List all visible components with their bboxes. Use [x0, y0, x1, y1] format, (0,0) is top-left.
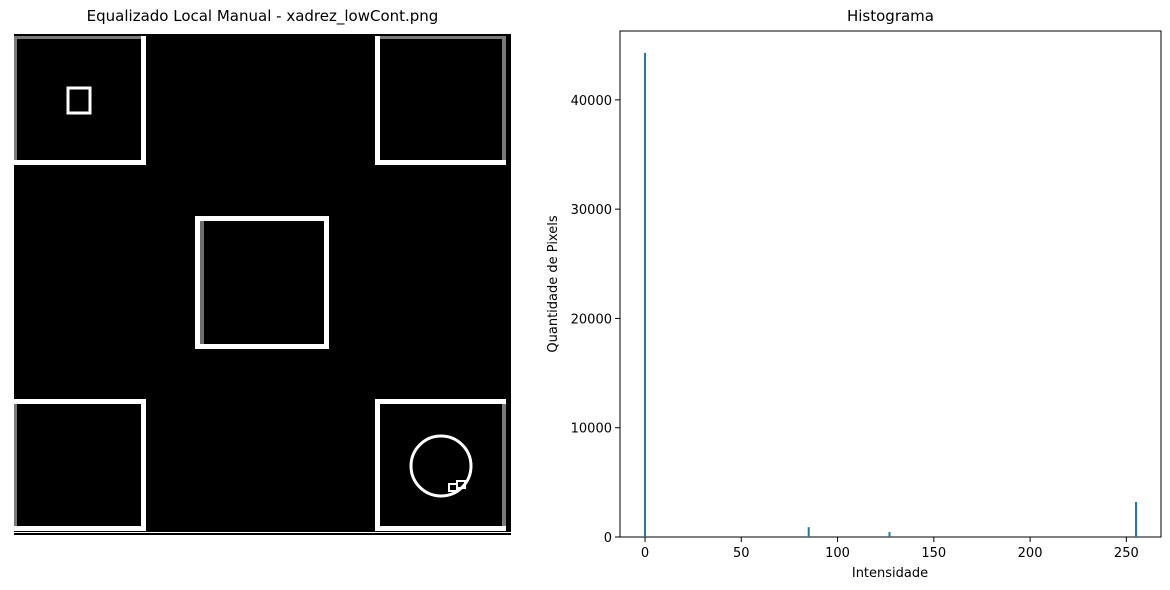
histogram-bar-3 [1135, 502, 1137, 537]
image-small-square-mark [66, 86, 92, 115]
image-circle-mark [409, 434, 473, 498]
y-tick-label-0: 0 [604, 531, 612, 546]
image-panel-title: Equalizado Local Manual - xadrez_lowCont… [86, 7, 439, 25]
histogram-bar-1 [807, 527, 810, 537]
image-square-center [195, 216, 329, 349]
histogram-x-axis-label: Intensidade [852, 566, 928, 581]
histogram-axes-frame [619, 30, 1162, 538]
histogram-title: Histograma [846, 7, 934, 25]
histogram-bar-2 [888, 532, 891, 537]
x-tick-label-0: 0 [641, 546, 649, 561]
equalized-image [14, 34, 511, 535]
image-square-top-left [14, 36, 146, 165]
x-tick-label-100: 100 [825, 546, 850, 561]
y-tick-label-10000: 10000 [571, 422, 612, 437]
y-tick-label-30000: 30000 [571, 203, 612, 218]
y-tick-label-20000: 20000 [571, 312, 612, 327]
histogram-chart: 0 50 100 150 200 250 0 10000 20000 30000 40000 In… [546, 30, 1162, 581]
histogram-bars [644, 52, 1137, 538]
y-tick-label-40000: 40000 [571, 94, 612, 109]
x-tick-label-200: 200 [1018, 546, 1043, 561]
x-tick-label-50: 50 [733, 546, 750, 561]
image-square-bottom-left [14, 399, 146, 531]
histogram-y-ticks: 0 10000 20000 30000 40000 [571, 94, 620, 546]
histogram-x-ticks: 0 50 100 150 200 250 [641, 537, 1139, 561]
histogram-bar-0 [644, 52, 646, 538]
image-square-bottom-right [375, 399, 506, 531]
histogram-y-axis-label: Quantidade de Pixels [546, 215, 561, 352]
image-square-top-right [375, 36, 506, 165]
x-tick-label-250: 250 [1114, 546, 1139, 561]
x-tick-label-150: 150 [921, 546, 946, 561]
